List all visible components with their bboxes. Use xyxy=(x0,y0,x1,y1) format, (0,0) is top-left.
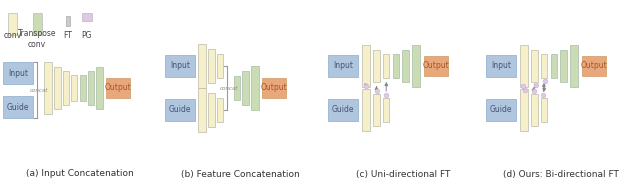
Bar xyxy=(531,50,538,82)
Bar xyxy=(251,66,259,110)
Bar xyxy=(362,89,370,131)
Bar xyxy=(208,93,215,127)
Bar xyxy=(8,13,17,35)
Bar xyxy=(383,54,389,78)
Bar xyxy=(520,89,528,131)
Bar xyxy=(44,62,52,114)
Bar xyxy=(88,71,94,105)
Bar xyxy=(96,67,103,109)
Bar xyxy=(82,13,92,21)
Bar xyxy=(520,45,528,87)
Bar xyxy=(33,13,42,35)
Bar xyxy=(560,50,567,82)
Bar xyxy=(242,71,249,105)
Text: (c) Uni-directional FT: (c) Uni-directional FT xyxy=(356,169,450,178)
Text: concat: concat xyxy=(30,87,48,92)
Bar xyxy=(551,54,557,78)
Text: (a) Input Concatenation: (a) Input Concatenation xyxy=(26,169,134,178)
Text: FT: FT xyxy=(63,31,72,39)
Bar xyxy=(328,55,358,77)
Bar xyxy=(63,71,69,105)
Bar xyxy=(486,99,516,121)
Text: Guide: Guide xyxy=(169,106,191,115)
Text: Guide: Guide xyxy=(490,106,512,115)
Bar xyxy=(486,55,516,77)
Bar xyxy=(234,76,240,100)
Bar xyxy=(262,78,286,98)
Bar xyxy=(217,54,223,78)
Bar xyxy=(3,96,33,118)
Bar xyxy=(198,88,206,132)
Bar xyxy=(208,49,215,83)
Bar xyxy=(373,94,380,126)
Bar xyxy=(531,94,538,126)
Bar xyxy=(582,56,606,76)
Text: Output: Output xyxy=(580,62,607,71)
Text: Output: Output xyxy=(422,62,449,71)
Bar xyxy=(3,62,33,84)
Bar xyxy=(541,54,547,78)
Text: concat: concat xyxy=(220,85,238,90)
Bar xyxy=(217,98,223,122)
Text: Guide: Guide xyxy=(332,106,355,115)
Bar xyxy=(71,75,77,101)
Text: Input: Input xyxy=(491,62,511,71)
Bar xyxy=(328,99,358,121)
Text: PG: PG xyxy=(82,31,92,39)
Bar xyxy=(106,78,130,98)
Text: Output: Output xyxy=(104,83,131,92)
Text: Input: Input xyxy=(8,68,28,77)
Text: Output: Output xyxy=(260,83,287,92)
Bar xyxy=(362,45,370,87)
Text: conv: conv xyxy=(3,31,22,39)
Text: (d) Ours: Bi-directional FT: (d) Ours: Bi-directional FT xyxy=(503,169,619,178)
Bar xyxy=(412,45,420,87)
Text: Input: Input xyxy=(333,62,353,71)
Bar xyxy=(165,55,195,77)
Bar xyxy=(165,99,195,121)
Bar xyxy=(541,98,547,122)
Bar xyxy=(570,45,578,87)
Bar xyxy=(80,75,86,101)
Bar xyxy=(54,67,61,109)
Bar xyxy=(402,50,409,82)
Bar xyxy=(383,98,389,122)
Bar xyxy=(198,44,206,88)
Text: Transpose
conv: Transpose conv xyxy=(18,29,56,49)
Text: (b) Feature Concatenation: (b) Feature Concatenation xyxy=(180,169,300,178)
Bar xyxy=(66,16,70,26)
Text: Guide: Guide xyxy=(7,102,29,111)
Bar xyxy=(373,50,380,82)
Bar xyxy=(393,54,399,78)
Text: Input: Input xyxy=(170,62,190,71)
Bar xyxy=(424,56,448,76)
